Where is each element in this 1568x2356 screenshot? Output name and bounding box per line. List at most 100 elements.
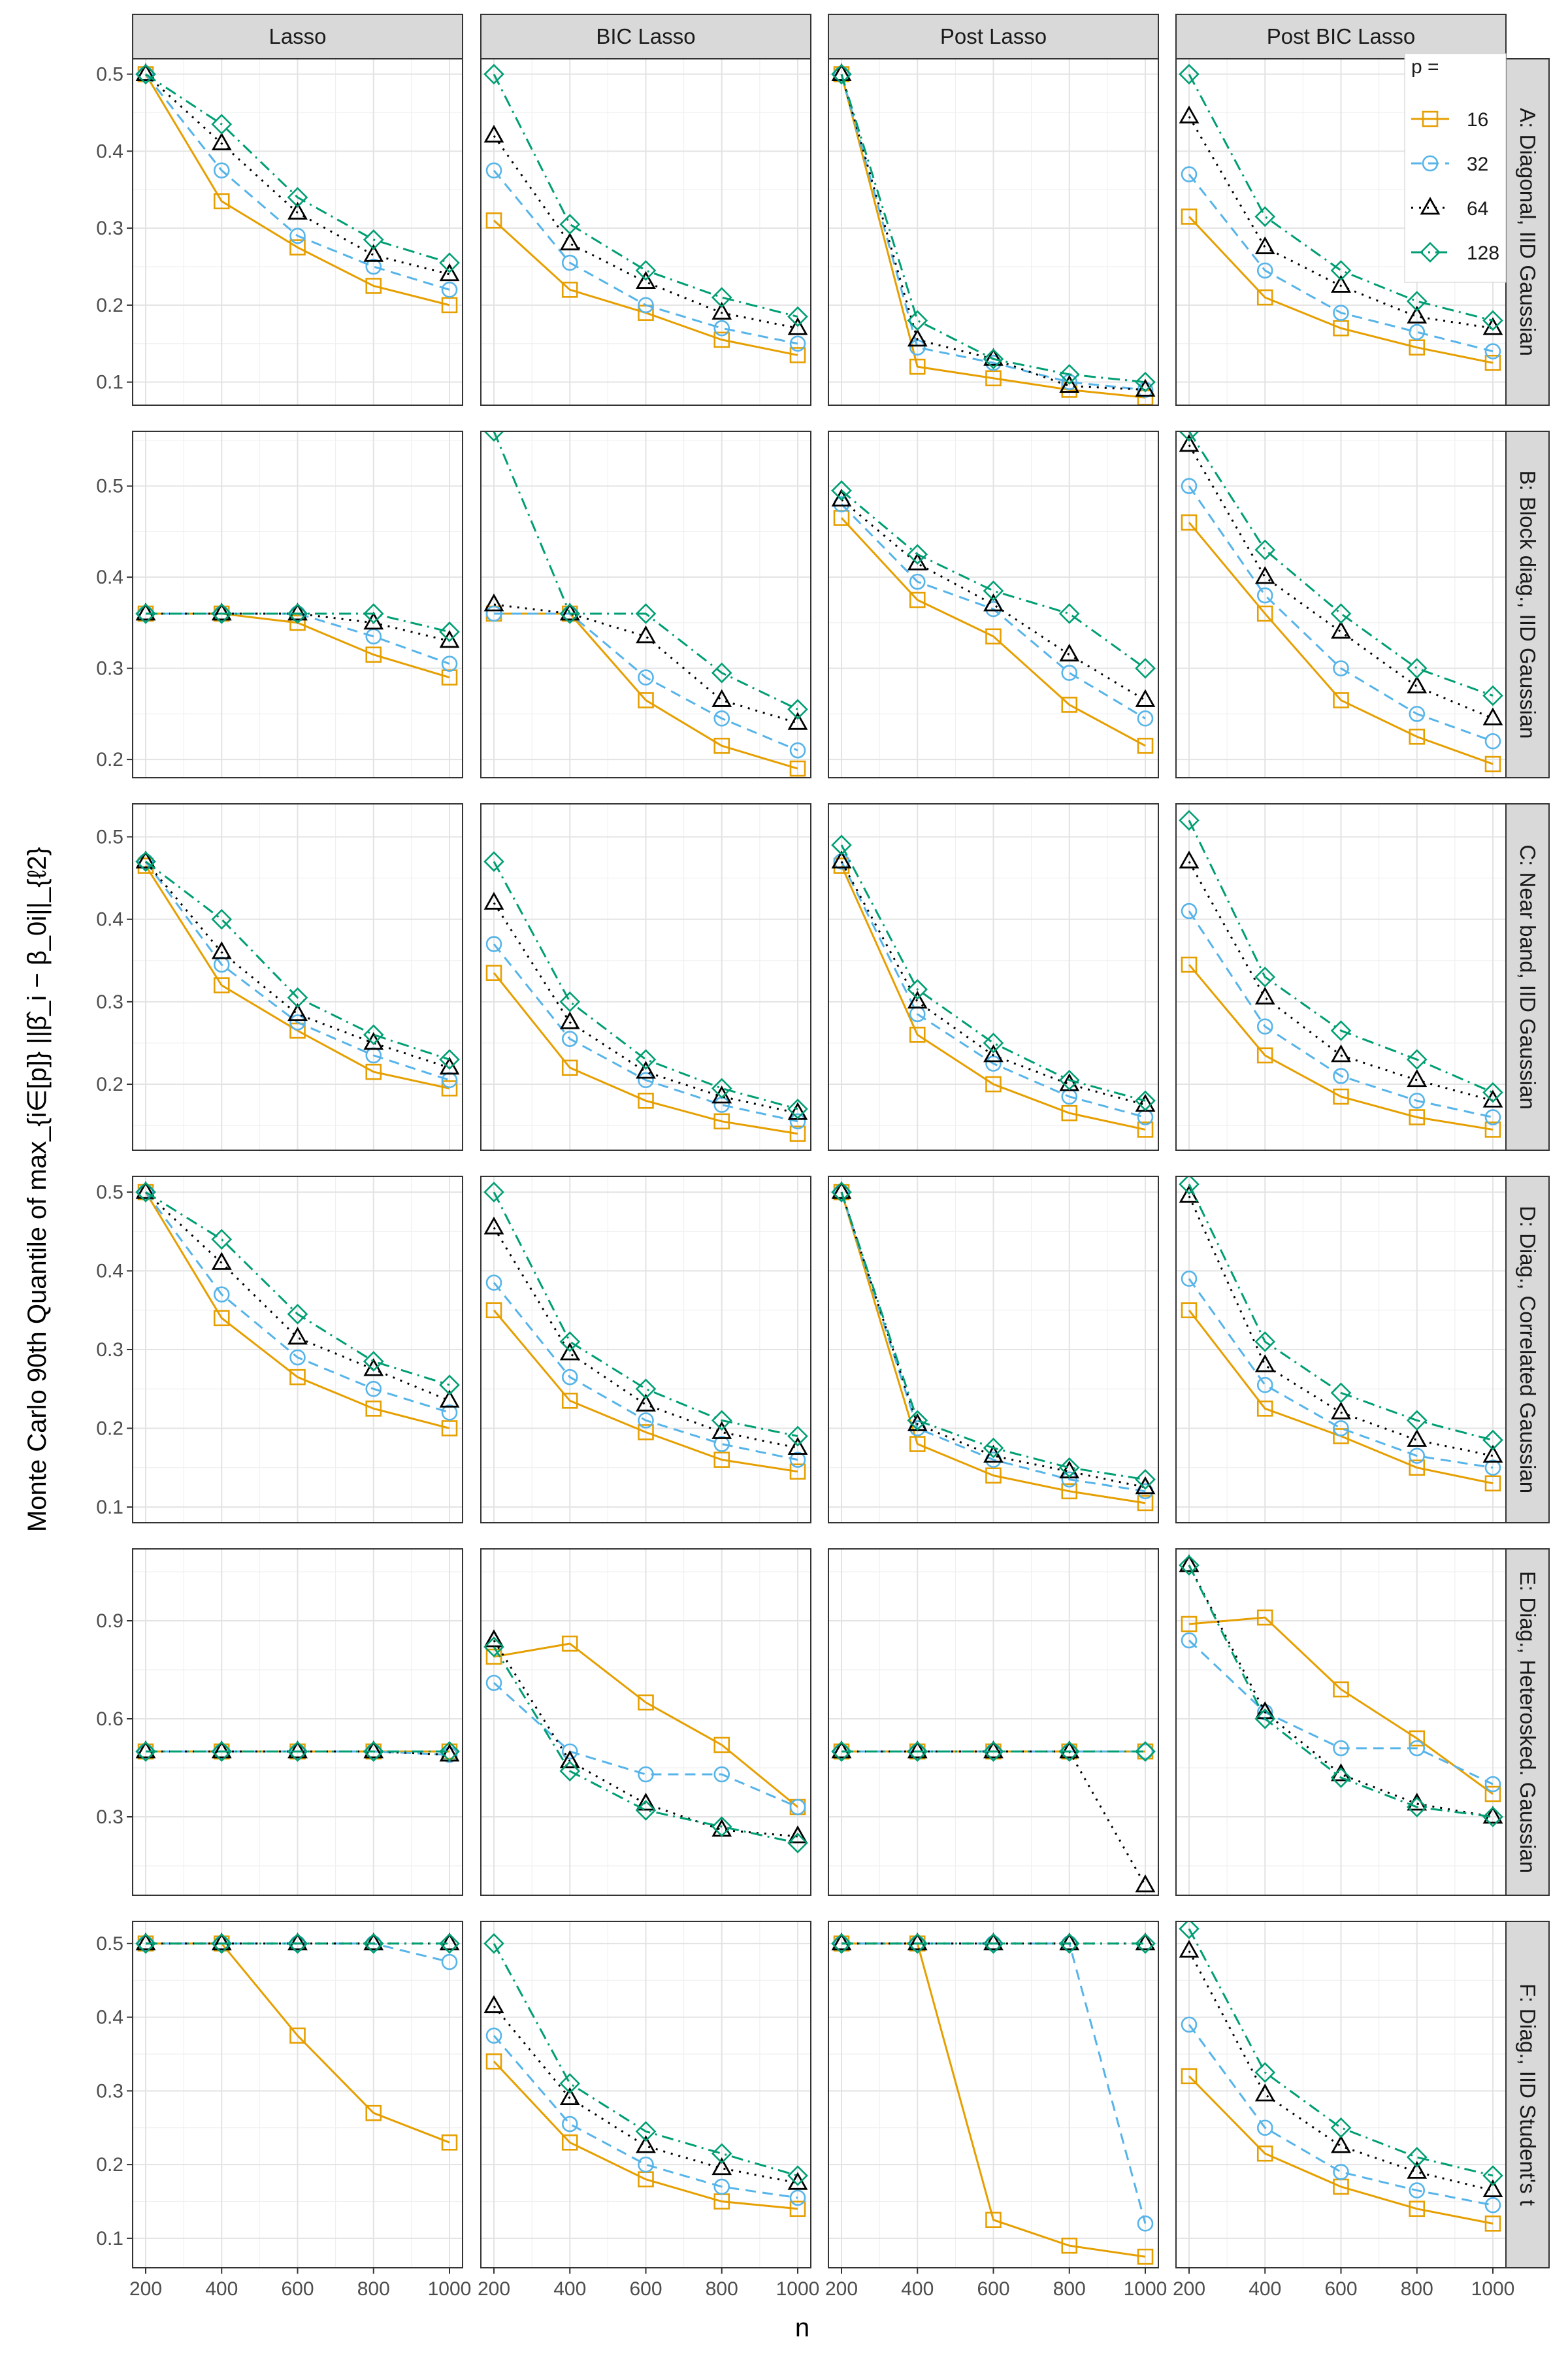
series-line <box>840 861 1146 1106</box>
series-line <box>1188 1565 1494 1818</box>
square-marker <box>1137 1121 1154 1138</box>
square-marker <box>1181 514 1198 531</box>
triangle-marker <box>135 603 156 621</box>
triangle-marker <box>287 1932 308 1951</box>
square-marker <box>789 760 806 777</box>
y-tick-label: 0.1 <box>96 1497 123 1518</box>
row-strip <box>1505 431 1550 778</box>
triangle-marker <box>1331 2135 1351 2153</box>
triangle-marker <box>711 689 732 707</box>
triangle-marker <box>211 1252 232 1270</box>
diamond-marker <box>1406 657 1428 679</box>
triangle-marker <box>483 1216 504 1235</box>
panel <box>828 1548 1159 1896</box>
diamond-marker <box>983 580 1004 601</box>
panel <box>132 431 463 778</box>
series-line <box>1188 2023 1494 2206</box>
square-marker <box>1181 1616 1198 1633</box>
diamond-marker <box>559 1761 581 1782</box>
triangle-marker <box>983 1044 1004 1063</box>
series-line <box>493 73 798 318</box>
square-marker <box>713 331 730 348</box>
series-line <box>841 489 1146 669</box>
diamond-marker <box>439 1374 460 1396</box>
series-line <box>146 612 450 665</box>
square-marker <box>1061 1483 1078 1500</box>
row-strip-label: F: Diag., IID Student's t <box>1516 1983 1540 2206</box>
series-line <box>1188 1278 1494 1469</box>
triangle-marker <box>636 625 656 644</box>
square-marker <box>789 1463 806 1480</box>
circle-marker <box>713 710 730 727</box>
series-group <box>135 1932 460 2151</box>
square-marker <box>713 737 730 754</box>
triangle-marker <box>711 1421 732 1439</box>
diamond-marker <box>1179 1921 1200 1940</box>
circle-marker <box>289 1935 306 1952</box>
series-line <box>840 503 1146 720</box>
diamond-marker <box>635 1800 657 1821</box>
series-line <box>1188 2075 1494 2225</box>
square-marker <box>1256 1047 1273 1064</box>
panel-border <box>480 58 811 406</box>
triangle-marker <box>636 2135 656 2153</box>
circle-marker <box>485 605 502 622</box>
series-group <box>1179 810 1503 1138</box>
column-strip <box>1175 14 1507 59</box>
triangle-marker <box>363 244 384 262</box>
diamond-marker <box>1135 1933 1156 1954</box>
square-marker <box>561 1635 578 1652</box>
diamond-marker <box>1254 1331 1276 1352</box>
square-marker <box>985 370 1002 387</box>
square-marker <box>365 1401 382 1417</box>
diamond-marker <box>1058 1069 1080 1091</box>
square-marker <box>1484 1475 1501 1492</box>
series-group <box>831 1932 1156 2265</box>
triangle-marker <box>983 1444 1004 1463</box>
x-tick-label: 200 <box>478 2278 510 2300</box>
series-group <box>135 1181 460 1436</box>
square-marker <box>1333 320 1349 337</box>
diamond-marker <box>1482 685 1503 706</box>
series-line <box>144 1191 450 1429</box>
triangle-marker <box>287 201 308 220</box>
diamond-marker <box>559 2073 581 2094</box>
square-marker <box>1181 1302 1198 1319</box>
x-tick-label: 600 <box>629 2278 662 2300</box>
triangle-marker <box>1407 305 1428 324</box>
diamond-marker <box>439 622 460 642</box>
y-tick-label: 0.1 <box>96 372 123 393</box>
diamond-marker <box>787 1833 808 1853</box>
square-marker <box>1422 110 1439 127</box>
diamond-marker <box>1179 810 1200 831</box>
legend-box <box>1404 53 1507 283</box>
triangle-marker <box>1331 620 1351 639</box>
triangle-marker <box>1331 1044 1351 1063</box>
diamond-marker <box>559 1331 581 1352</box>
square-marker <box>713 1736 730 1753</box>
square-marker <box>1256 289 1273 306</box>
series-line <box>840 844 1146 1102</box>
row-strip-label: A: Diagonal, IID Gaussian <box>1516 108 1540 356</box>
triangle-marker <box>1254 236 1275 254</box>
y-tick-label: 0.4 <box>96 1261 123 1282</box>
panel-border <box>132 1548 463 1896</box>
circle-marker <box>1256 2119 1273 2136</box>
series-line <box>493 169 798 345</box>
square-marker <box>1137 737 1154 754</box>
triangle-marker <box>1179 434 1200 452</box>
series-group <box>483 1182 808 1480</box>
diamond-marker <box>363 603 384 624</box>
square-marker <box>789 1125 806 1142</box>
square-marker <box>289 614 306 631</box>
triangle-marker <box>1420 197 1441 215</box>
triangle-marker <box>211 603 232 621</box>
triangle-marker <box>831 850 852 869</box>
diamond-marker <box>287 603 308 624</box>
triangle-marker <box>439 1056 460 1075</box>
series-line <box>1188 1639 1494 1785</box>
square-marker <box>1484 354 1501 371</box>
panel <box>1175 1176 1507 1523</box>
diamond-marker <box>287 1741 308 1762</box>
square-marker <box>638 1694 654 1711</box>
